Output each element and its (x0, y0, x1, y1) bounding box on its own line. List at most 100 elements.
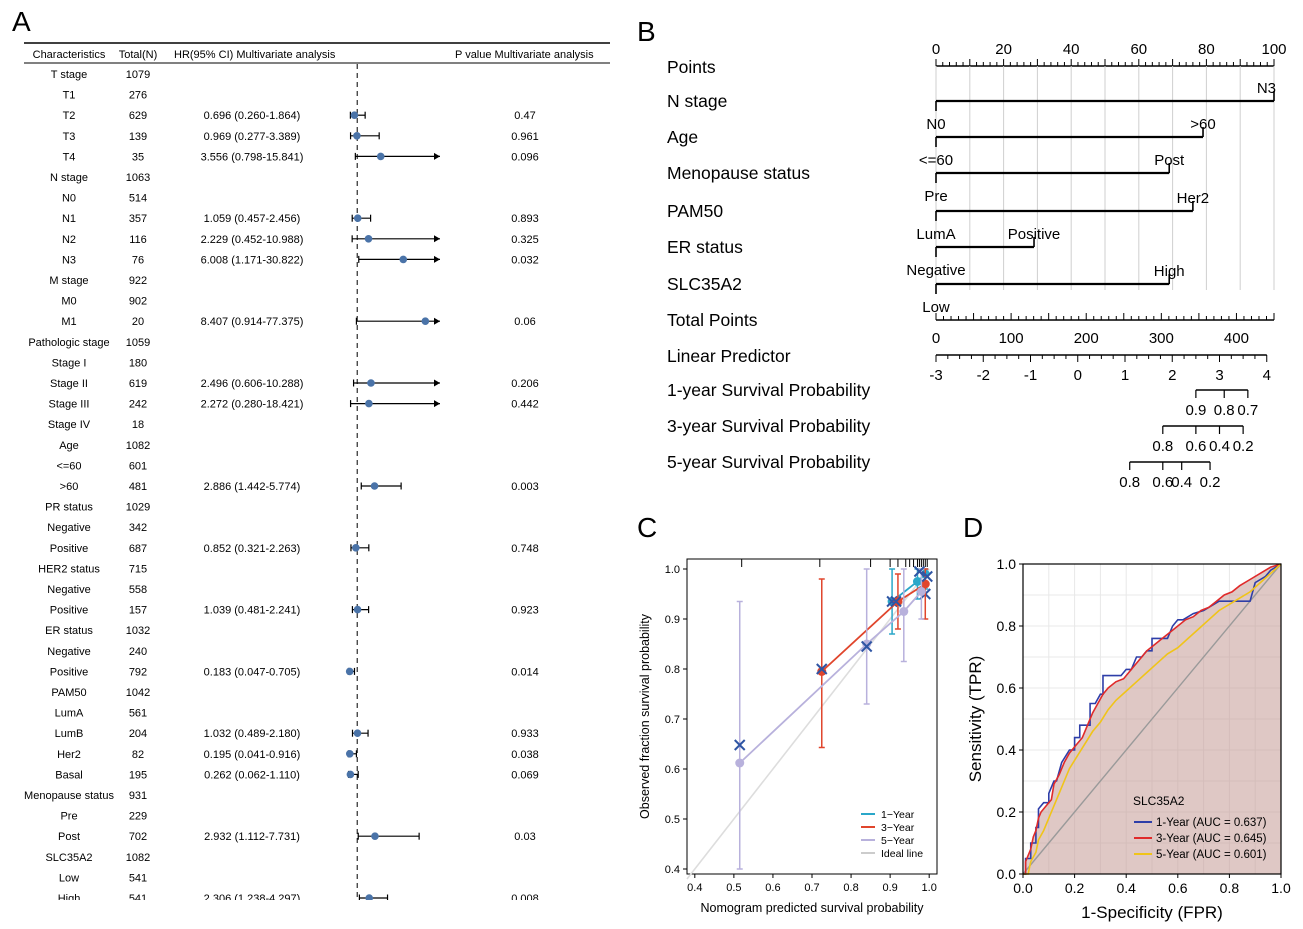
row-total: 481 (129, 481, 147, 493)
x-marker (913, 565, 926, 578)
row-hr-text: 8.407 (0.914-77.375) (201, 316, 304, 328)
row-hr-text: 0.969 (0.277-3.389) (204, 131, 301, 143)
row-total: 558 (129, 584, 147, 596)
x-tick-label: 0.6 (765, 882, 780, 894)
linear-predictor-tick-label: 1 (1121, 367, 1129, 384)
header-hr: HR(95% CI) Multivariate analysis (174, 49, 336, 61)
row-total: 20 (132, 316, 144, 328)
y-tick-label: 0.8 (665, 664, 680, 676)
header-p: P value Multivariate analysis (455, 49, 594, 61)
linear-predictor-tick-label: -1 (1024, 367, 1037, 384)
row-label: N3 (62, 254, 76, 266)
row-hr-text: 2.886 (1.442-5.774) (204, 481, 301, 493)
row-total: 629 (129, 110, 147, 122)
row-label: Pre (60, 811, 77, 823)
y-tick-label: 0.4 (997, 742, 1017, 758)
ci-arrow (434, 317, 440, 325)
survival-tick-label: 0.6 (1185, 438, 1206, 455)
row-total: 157 (129, 605, 147, 617)
row-p-value: 0.923 (511, 605, 539, 617)
linear-predictor-tick-label: 3 (1215, 367, 1223, 384)
row-hr-text: 1.059 (0.457-2.456) (204, 213, 301, 225)
variable-level-label: LumA (916, 226, 955, 243)
row-label: HER2 status (38, 563, 100, 575)
legend-label: 3-Year (AUC = 0.645) (1156, 833, 1267, 845)
calibration-plot: 0.4 0.5 0.6 0.7 0.8 0.9 1.0 0.4 0.5 0.6 0.7 0.8 0.9 1… (638, 558, 938, 915)
row-total: 715 (129, 563, 147, 575)
survival-tick-label: 0.8 (1152, 438, 1173, 455)
variable-level-label: Pre (924, 188, 947, 205)
row-total: 116 (129, 234, 147, 246)
row-total: 561 (129, 708, 147, 720)
x-axis-label: Nomogram predicted survival probability (700, 901, 924, 915)
nomogram-row-label: ER status (667, 237, 743, 257)
nomogram-row-label: 1-year Survival Probability (667, 380, 871, 400)
row-p-value: 0.096 (511, 151, 539, 163)
row-total: 601 (129, 460, 147, 472)
points-tick-label: 100 (1261, 41, 1286, 58)
points-tick-label: 80 (1198, 41, 1215, 58)
row-total: 229 (129, 811, 147, 823)
survival-tick-label: 0.9 (1185, 402, 1206, 419)
row-total: 1063 (126, 172, 150, 184)
calibration-line (739, 590, 923, 764)
calibration-point (893, 597, 903, 606)
row-hr-text: 2.306 (1.238-4.297) (204, 893, 301, 900)
points-tick-label: 40 (1063, 41, 1080, 58)
variable-level-label: Negative (906, 262, 965, 279)
y-tick-label: 0.5 (665, 814, 680, 826)
x-tick-label: 0.8 (843, 882, 858, 894)
row-label: N2 (62, 234, 76, 246)
row-total: 1059 (126, 337, 150, 349)
row-label: N1 (62, 213, 76, 225)
x-tick-label: 0.8 (1220, 880, 1240, 896)
hr-point (353, 729, 362, 737)
row-total: 931 (129, 790, 147, 802)
hr-point (345, 750, 354, 758)
row-label: ER status (45, 625, 93, 637)
total-points-tick-label: 0 (932, 330, 940, 347)
ci-arrow (434, 400, 440, 408)
row-p-value: 0.03 (514, 831, 535, 843)
ci-arrow (434, 255, 440, 263)
hr-point (353, 605, 362, 614)
row-label: T3 (63, 131, 76, 143)
row-hr-text: 0.183 (0.047-0.705) (204, 666, 301, 678)
panel-label-b: B (637, 16, 656, 47)
variable-level-label: Her2 (1177, 190, 1210, 207)
legend-title: SLC35A2 (1133, 794, 1185, 808)
row-label: Stage I (52, 357, 87, 369)
row-p-value: 0.008 (511, 893, 539, 900)
row-label: M0 (61, 296, 76, 308)
y-tick-label: 0.0 (997, 866, 1017, 882)
nomogram-row-label: Age (667, 127, 698, 147)
row-label: Her2 (57, 749, 81, 761)
calibration-point (912, 577, 922, 586)
row-total: 619 (129, 378, 147, 390)
x-tick-label: 1.0 (1271, 880, 1291, 896)
legend-label: Ideal line (881, 848, 923, 860)
points-tick-label: 0 (932, 41, 940, 58)
survival-tick-label: 0.8 (1214, 402, 1235, 419)
x-tick-label: 0.7 (804, 882, 819, 894)
hr-point (367, 379, 375, 387)
variable-level-label: N0 (926, 116, 945, 133)
row-p-value: 0.032 (511, 254, 539, 266)
row-p-value: 0.893 (511, 213, 539, 225)
x-tick-label: 0.2 (1065, 880, 1085, 896)
row-label: Stage II (50, 378, 88, 390)
row-label: Positive (50, 543, 89, 555)
panel-label-d: D (963, 512, 984, 543)
row-label: Negative (47, 646, 90, 658)
calibration-point (862, 639, 872, 649)
row-total: 1032 (126, 625, 150, 637)
ci-arrow (434, 152, 440, 160)
row-total: 902 (129, 296, 147, 308)
row-hr-text: 0.262 (0.062-1.110) (204, 769, 300, 781)
total-points-tick-label: 200 (1074, 330, 1099, 347)
row-label: Post (58, 831, 80, 843)
row-p-value: 0.206 (511, 378, 539, 390)
row-label: Low (59, 872, 79, 884)
plot-frame (1022, 563, 1282, 875)
hr-point (399, 255, 408, 264)
